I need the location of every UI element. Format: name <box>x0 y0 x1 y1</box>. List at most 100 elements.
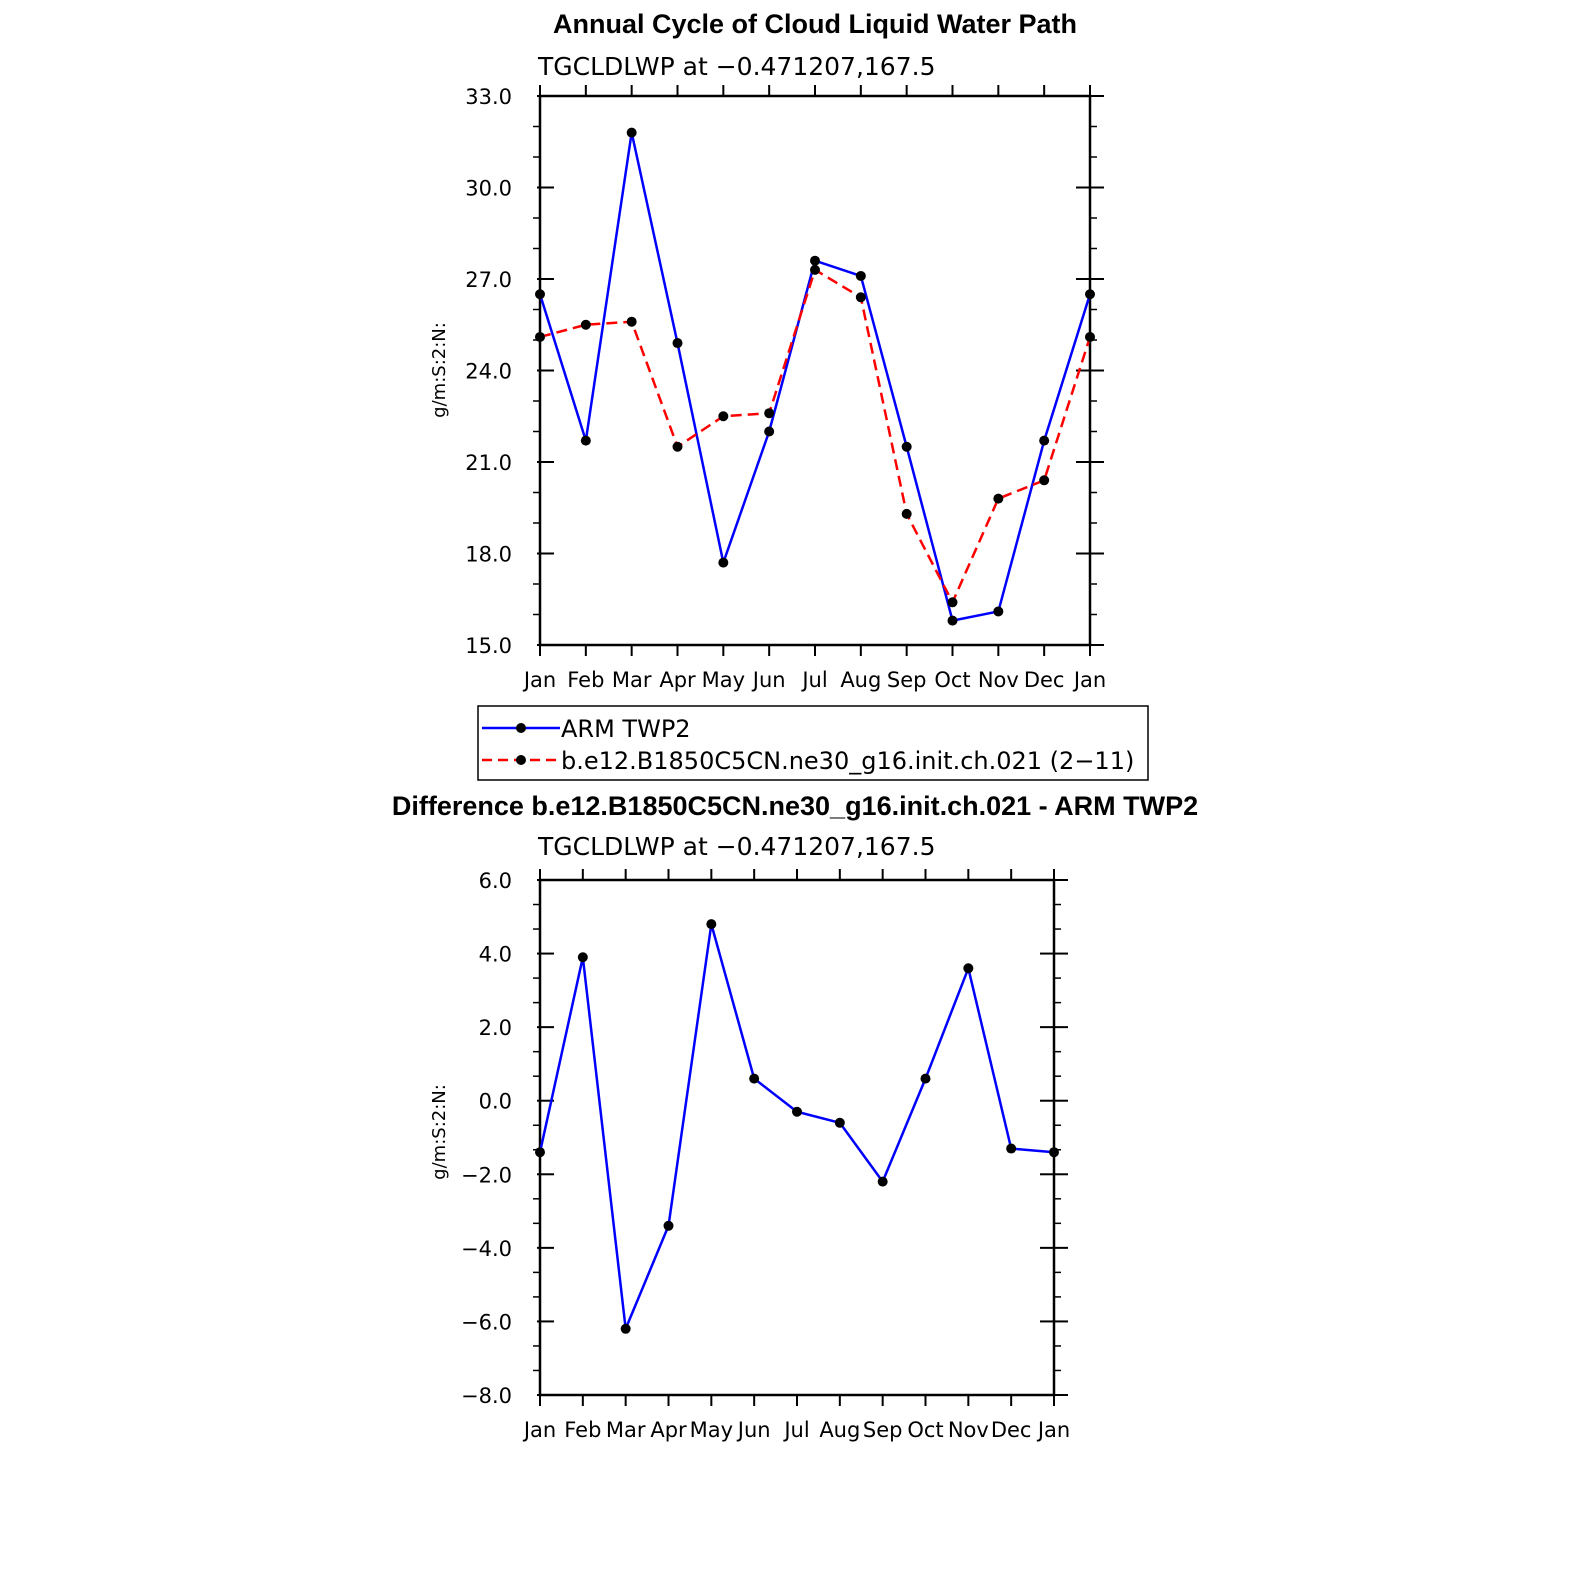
data-point-0 <box>749 1073 760 1084</box>
data-point-1 <box>1085 331 1095 342</box>
y-tick-label: 33.0 <box>465 85 512 109</box>
y-tick-label: 6.0 <box>479 869 512 893</box>
data-point-0 <box>764 426 775 437</box>
y-tick-label: 2.0 <box>479 1016 512 1040</box>
data-point-1 <box>535 331 545 342</box>
y-tick-label: 18.0 <box>465 543 512 567</box>
data-point-0 <box>535 1147 545 1158</box>
y-tick-label: 21.0 <box>465 451 512 475</box>
x-tick-label: Apr <box>659 668 696 692</box>
data-point-0 <box>901 441 912 452</box>
x-tick-label: May <box>702 668 745 692</box>
data-point-0 <box>1049 1147 1059 1158</box>
y-tick-label: 15.0 <box>465 634 512 658</box>
data-point-1 <box>672 441 683 452</box>
y-tick-label: −4.0 <box>461 1237 512 1261</box>
legend-entry-arm: ARM TWP2 <box>482 715 691 743</box>
data-point-0 <box>718 557 729 568</box>
data-point-0 <box>877 1176 888 1187</box>
data-point-0 <box>1085 289 1095 300</box>
x-tick-label: Nov <box>978 668 1019 692</box>
data-point-0 <box>577 952 588 963</box>
data-point-0 <box>947 615 958 626</box>
y-tick-label: 0.0 <box>479 1090 512 1114</box>
data-point-0 <box>620 1323 631 1334</box>
data-point-0 <box>834 1117 845 1128</box>
data-point-0 <box>993 606 1004 617</box>
data-point-0 <box>810 255 820 266</box>
data-point-1 <box>901 508 912 519</box>
x-tick-label: Jan <box>522 1418 556 1442</box>
y-tick-label: −6.0 <box>461 1310 512 1334</box>
x-tick-label: Jul <box>782 1418 809 1442</box>
x-tick-label: Dec <box>1024 668 1065 692</box>
x-tick-label: Jun <box>751 668 786 692</box>
legend-marker-model <box>516 755 526 765</box>
data-point-0 <box>855 270 866 281</box>
data-point-1 <box>1039 475 1050 486</box>
y-tick-label: −2.0 <box>461 1163 512 1187</box>
x-tick-label: Jan <box>1072 668 1106 692</box>
y-tick-label: 30.0 <box>465 177 512 201</box>
data-point-0 <box>580 435 591 446</box>
x-tick-label: May <box>690 1418 733 1442</box>
data-point-0 <box>920 1073 931 1084</box>
panel2-subtitle: TGCLDLWP at −0.471207,167.5 <box>537 832 935 861</box>
legend-marker-arm <box>516 723 526 733</box>
data-point-0 <box>792 1106 802 1117</box>
data-point-1 <box>580 319 591 330</box>
x-tick-label: Mar <box>612 668 652 692</box>
data-point-0 <box>963 963 974 974</box>
x-tick-label: Apr <box>650 1418 687 1442</box>
panel2-ylabel: g/m:S:2:N: <box>429 1084 450 1180</box>
data-point-0 <box>535 289 545 300</box>
data-point-1 <box>993 493 1004 504</box>
panel2-title: Difference b.e12.B1850C5CN.ne30_g16.init… <box>392 791 1198 821</box>
y-tick-label: −8.0 <box>461 1384 512 1408</box>
x-tick-label: Sep <box>887 668 927 692</box>
series-line-0 <box>538 131 1092 622</box>
x-tick-label: Feb <box>564 1418 601 1442</box>
y-tick-label: 4.0 <box>479 943 512 967</box>
x-tick-label: Oct <box>934 668 970 692</box>
x-tick-label: Aug <box>819 1418 860 1442</box>
data-point-0 <box>663 1220 674 1231</box>
x-tick-label: Sep <box>863 1418 903 1442</box>
panel-difference: Difference b.e12.B1850C5CN.ne30_g16.init… <box>392 791 1198 1442</box>
legend: ARM TWP2 b.e12.B1850C5CN.ne30_g16.init.c… <box>477 705 1149 781</box>
panel1-subtitle: TGCLDLWP at −0.471207,167.5 <box>537 52 935 81</box>
panel-annual-cycle: Annual Cycle of Cloud Liquid Water Path … <box>429 9 1149 781</box>
x-tick-label: Aug <box>840 668 881 692</box>
legend-entry-model: b.e12.B1850C5CN.ne30_g16.init.ch.021 (2−… <box>482 747 1134 775</box>
data-point-1 <box>764 408 775 419</box>
data-point-1 <box>718 411 729 422</box>
data-point-1 <box>855 292 866 303</box>
legend-label-model: b.e12.B1850C5CN.ne30_g16.init.ch.021 (2−… <box>561 747 1134 775</box>
data-point-0 <box>1006 1143 1017 1154</box>
y-tick-label: 27.0 <box>465 268 512 292</box>
x-tick-label: Feb <box>567 668 604 692</box>
data-point-0 <box>672 338 683 349</box>
data-point-0 <box>626 127 637 138</box>
series-line-0 <box>538 922 1055 1331</box>
data-point-0 <box>706 919 717 930</box>
series-line-1 <box>539 268 1092 604</box>
x-tick-label: Mar <box>606 1418 646 1442</box>
x-tick-label: Dec <box>991 1418 1032 1442</box>
data-point-1 <box>626 316 637 327</box>
legend-label-arm: ARM TWP2 <box>561 715 691 743</box>
x-tick-label: Jan <box>1036 1418 1070 1442</box>
x-tick-label: Jun <box>736 1418 771 1442</box>
x-tick-label: Jan <box>522 668 556 692</box>
panel1-title: Annual Cycle of Cloud Liquid Water Path <box>553 9 1077 39</box>
panel2-plot-area: 6.0 4.0 2.0 0.0 −2.0 −4.0 −6.0 −8.0 Jan Feb Mar Apr… <box>461 869 1070 1442</box>
data-point-0 <box>1039 435 1050 446</box>
panel1-plot-area: 33.0 30.0 27.0 24.0 21.0 18.0 15.0 Jan Feb Mar Apr… <box>465 85 1106 692</box>
data-point-1 <box>947 597 958 608</box>
legend-box <box>477 705 1149 781</box>
x-tick-label: Jul <box>800 668 827 692</box>
data-point-1 <box>810 264 820 275</box>
y-tick-label: 24.0 <box>465 360 512 384</box>
x-tick-label: Nov <box>948 1418 989 1442</box>
